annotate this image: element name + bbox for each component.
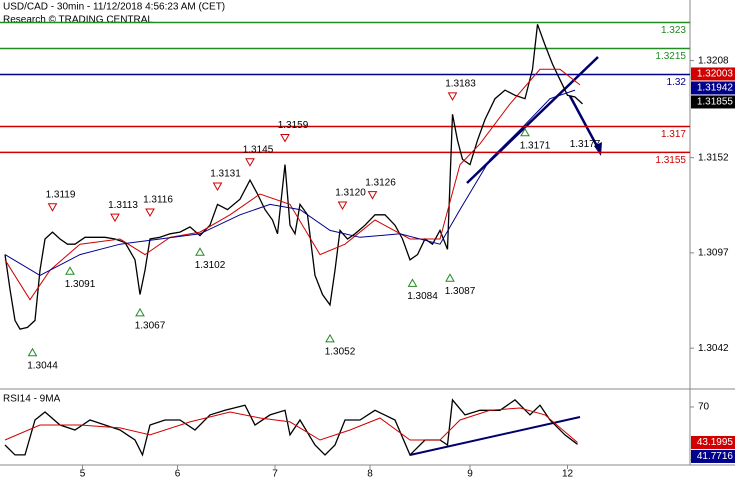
pivot-label: 1.3052	[325, 346, 356, 357]
series-line	[4, 68, 581, 301]
pivot-marker	[245, 158, 255, 167]
price-box-label: 1.32003	[697, 69, 734, 80]
forecast-arrow	[568, 95, 600, 149]
pivot-marker	[212, 182, 223, 192]
pivot-label: 1.3171	[520, 140, 551, 151]
pivot-label: 1.3087	[445, 286, 476, 297]
pivot-marker	[145, 208, 155, 217]
pivot-marker	[367, 191, 378, 200]
pivot-marker	[110, 213, 120, 223]
pivot-label: 1.3067	[135, 320, 166, 331]
x-tick-label: 7	[272, 469, 278, 480]
y-tick-label: 70	[698, 402, 710, 413]
level-label: 1.317	[661, 129, 686, 140]
y-tick-label: 1.3208	[698, 55, 729, 66]
y-tick-label: 1.3042	[698, 343, 729, 354]
pivot-label: 1.3084	[407, 291, 438, 302]
pivot-marker	[337, 201, 348, 211]
pivot-marker	[520, 127, 530, 137]
pivot-marker	[445, 273, 455, 282]
pivot-marker	[27, 347, 38, 357]
x-tick-label: 8	[367, 469, 373, 480]
pivot-label: 1.3091	[65, 279, 96, 290]
level-label: 1.3215	[655, 51, 686, 62]
pivot-label: 1.3044	[27, 360, 58, 371]
chart-title: USD/CAD - 30min - 11/12/2018 4:56:23 AM …	[3, 2, 225, 13]
level-label: 1.323	[661, 25, 686, 36]
level-label: 1.3155	[655, 155, 686, 166]
pivot-marker	[280, 134, 290, 143]
y-tick-label: 1.3152	[698, 152, 729, 163]
pivot-marker	[407, 278, 418, 287]
pivot-label: 1.3159	[278, 120, 309, 131]
x-tick-label: 6	[175, 469, 181, 480]
pivot-label: 1.3126	[365, 177, 396, 188]
chart-subtitle: Research © TRADING CENTRAL	[3, 15, 153, 26]
x-tick-label: 5	[80, 469, 86, 480]
price-box	[691, 449, 735, 463]
pivot-marker	[447, 92, 458, 101]
pivot-label: 1.3120	[335, 188, 366, 199]
price-box-label: 43.1995	[697, 437, 734, 448]
x-tick-label: 9	[467, 469, 473, 480]
target-label: 1.3177	[570, 139, 601, 150]
price-box-label: 41.7716	[697, 451, 734, 462]
pivot-label: 1.3119	[46, 189, 76, 200]
level-label: 1.32	[667, 77, 687, 88]
pivot-label: 1.3116	[143, 195, 173, 206]
series-line	[4, 407, 578, 443]
series-line	[4, 24, 583, 330]
pivot-marker	[195, 247, 205, 256]
series-line	[4, 89, 576, 276]
pivot-marker	[325, 333, 335, 343]
y-tick-label: 1.3097	[698, 248, 729, 259]
pivot-label: 1.3183	[445, 79, 476, 90]
price-box-label: 1.31855	[697, 97, 734, 108]
pivot-label: 1.3102	[195, 260, 226, 271]
pivot-marker	[135, 307, 145, 317]
price-box	[691, 95, 735, 109]
x-tick-label: 12	[562, 469, 574, 480]
rsi-title: RSI14 - 9MA	[3, 394, 61, 405]
price-box	[691, 435, 735, 449]
series-line	[4, 398, 578, 457]
price-box-label: 1.31942	[697, 83, 734, 94]
price-box	[691, 81, 735, 95]
pivot-label: 1.3145	[243, 144, 274, 155]
pivot-label: 1.3113	[108, 200, 138, 211]
rsi-trend-line	[409, 416, 581, 456]
price-box	[691, 67, 735, 81]
pivot-label: 1.3131	[210, 169, 241, 180]
pivot-marker	[65, 266, 75, 275]
pivot-marker	[47, 203, 58, 212]
